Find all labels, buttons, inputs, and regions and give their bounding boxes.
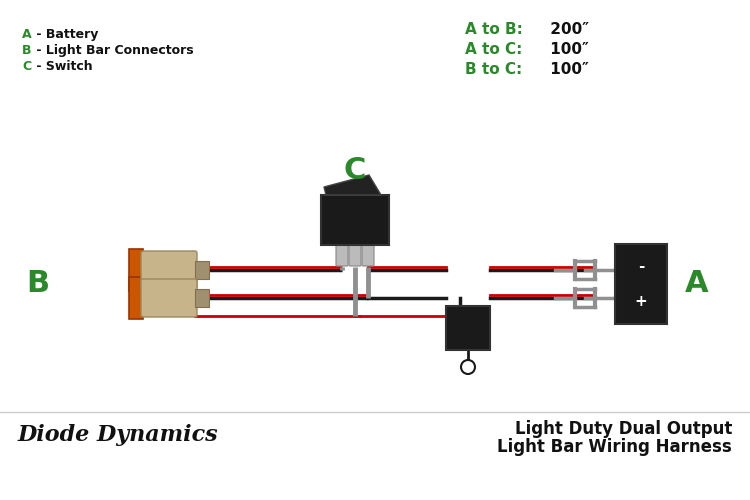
FancyBboxPatch shape <box>141 251 197 289</box>
Circle shape <box>461 360 475 374</box>
FancyBboxPatch shape <box>362 244 374 266</box>
FancyBboxPatch shape <box>129 249 143 291</box>
Text: +: + <box>634 294 647 309</box>
FancyBboxPatch shape <box>141 279 197 317</box>
FancyBboxPatch shape <box>129 277 143 319</box>
Text: A to B:: A to B: <box>465 22 523 37</box>
FancyBboxPatch shape <box>446 306 490 350</box>
Text: A: A <box>22 28 32 41</box>
Text: A to C:: A to C: <box>465 42 522 57</box>
FancyBboxPatch shape <box>336 244 348 266</box>
Text: C: C <box>344 156 366 185</box>
Text: B: B <box>22 44 32 57</box>
Text: 200″: 200″ <box>545 22 590 37</box>
Text: Diode Dynamics: Diode Dynamics <box>18 424 219 446</box>
Text: B to C:: B to C: <box>465 62 522 77</box>
FancyBboxPatch shape <box>321 195 389 245</box>
Text: 100″: 100″ <box>545 42 589 57</box>
Text: Light Bar Wiring Harness: Light Bar Wiring Harness <box>497 438 732 456</box>
Polygon shape <box>324 175 381 195</box>
Text: - Light Bar Connectors: - Light Bar Connectors <box>32 44 194 57</box>
FancyBboxPatch shape <box>615 244 667 324</box>
FancyBboxPatch shape <box>349 244 361 266</box>
Text: B: B <box>26 270 50 298</box>
Text: - Battery: - Battery <box>32 28 98 41</box>
Text: C: C <box>22 60 31 73</box>
Text: A: A <box>686 270 709 298</box>
FancyBboxPatch shape <box>195 261 209 279</box>
FancyBboxPatch shape <box>195 289 209 307</box>
Text: Light Duty Dual Output: Light Duty Dual Output <box>514 420 732 438</box>
Text: 100″: 100″ <box>545 62 589 77</box>
Text: - Switch: - Switch <box>32 60 93 73</box>
Text: -: - <box>638 259 644 274</box>
